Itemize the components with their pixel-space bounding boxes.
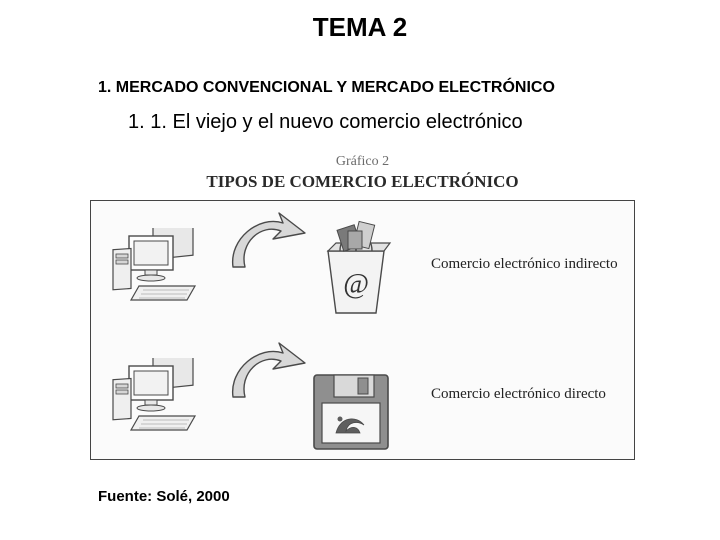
shopping-bag-icon: @ — [306, 219, 406, 324]
computer-icon — [109, 358, 204, 443]
figure-label: Gráfico 2 — [90, 154, 635, 170]
section-heading-1: 1. MERCADO CONVENCIONAL Y MERCADO ELECTR… — [98, 79, 720, 97]
figure-container: Gráfico 2 TIPOS DE COMERCIO ELECTRÓNICO — [90, 154, 635, 460]
computer-icon — [109, 228, 204, 313]
floppy-disk-icon — [306, 367, 396, 462]
svg-text:@: @ — [343, 269, 369, 300]
row-label-direct: Comercio electrónico directo — [431, 386, 606, 403]
page-title: TEMA 2 — [0, 0, 720, 43]
source-citation: Fuente: Solé, 2000 — [98, 488, 720, 505]
arrow-icon — [221, 209, 316, 284]
figure-row-direct: Comercio electrónico directo — [91, 331, 634, 461]
row-label-indirect: Comercio electrónico indirecto — [431, 256, 618, 273]
section-heading-1-1: 1. 1. El viejo y el nuevo comercio elect… — [128, 111, 720, 134]
figure-box: @ Comercio electrónico indirecto — [90, 200, 635, 460]
figure-title: TIPOS DE COMERCIO ELECTRÓNICO — [90, 172, 635, 192]
arrow-icon — [221, 339, 316, 414]
figure-row-indirect: @ Comercio electrónico indirecto — [91, 201, 634, 331]
